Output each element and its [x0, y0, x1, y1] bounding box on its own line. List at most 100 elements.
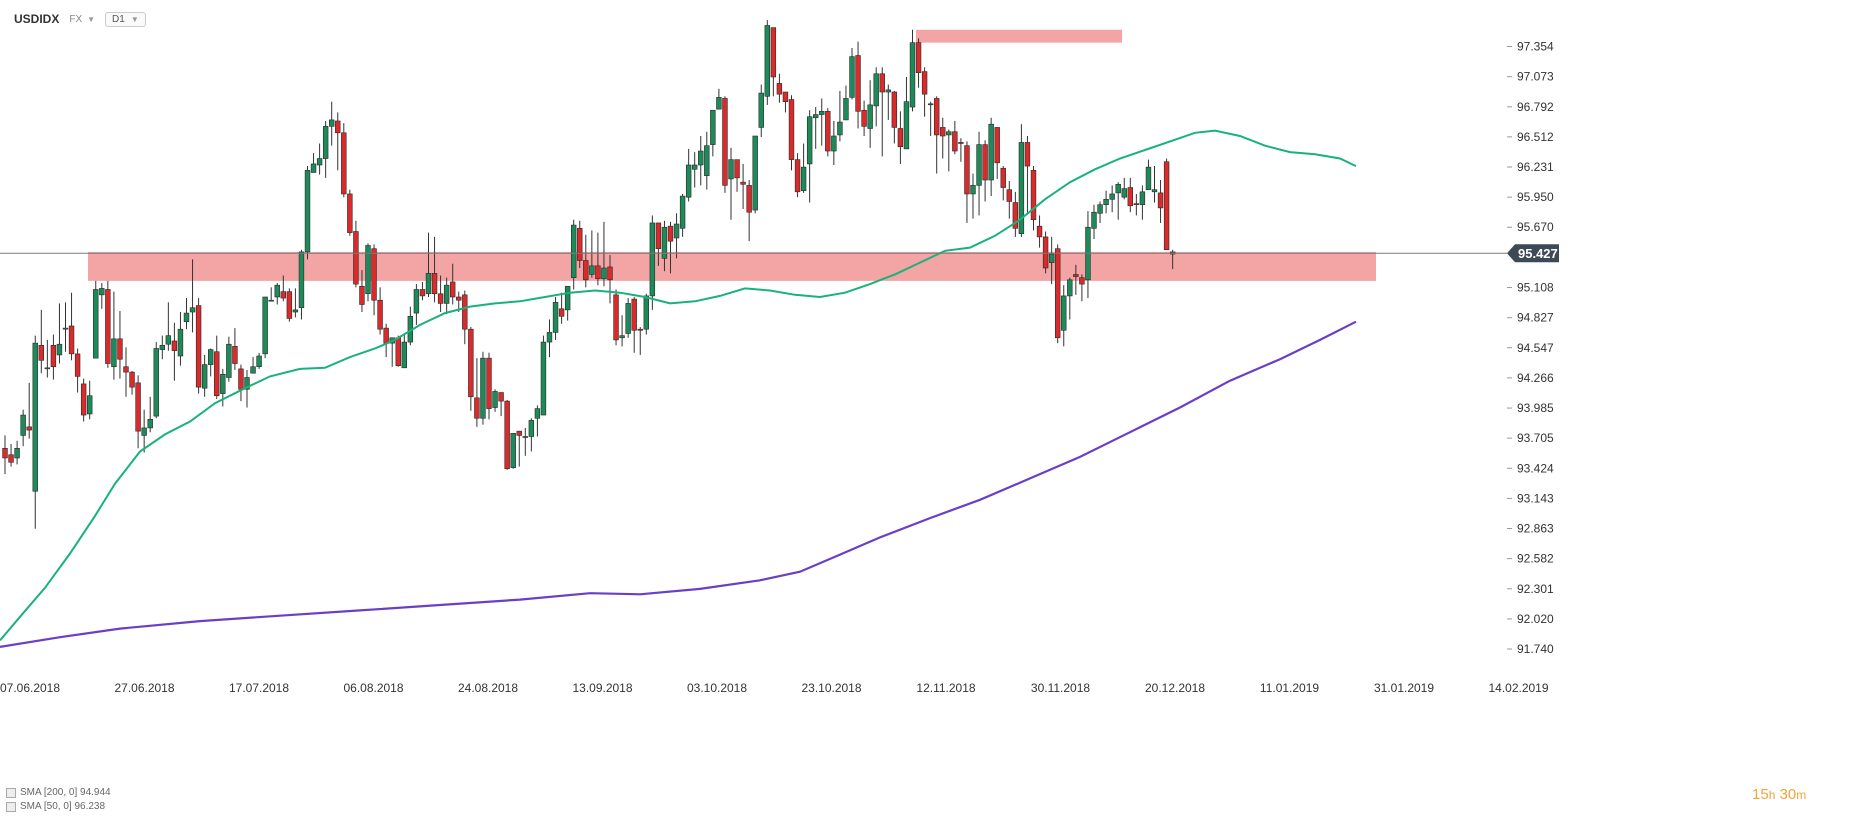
feed-selector[interactable]: FX ▼: [69, 14, 95, 25]
candle: [87, 380, 93, 420]
candle: [468, 327, 474, 411]
settings-icon[interactable]: [6, 788, 16, 798]
candle: [704, 131, 710, 190]
x-tick-label: 14.02.2019: [1488, 681, 1548, 695]
candle: [819, 98, 825, 146]
candle: [716, 88, 722, 110]
candle: [776, 73, 783, 103]
countdown-hours-unit: h: [1768, 788, 1776, 802]
candle: [510, 432, 516, 469]
candle: [607, 255, 613, 304]
candle: [238, 364, 244, 402]
x-tick-label: 11.01.2019: [1260, 681, 1319, 695]
settings-icon[interactable]: [6, 802, 16, 812]
candle: [794, 153, 801, 198]
candle: [123, 347, 129, 397]
candle: [492, 389, 498, 412]
candle: [486, 352, 492, 420]
chevron-down-icon: ▼: [130, 14, 139, 24]
candle: [365, 243, 371, 302]
candle: [395, 335, 401, 367]
candle: [1006, 181, 1013, 219]
candle: [14, 440, 20, 465]
candle: [722, 96, 728, 193]
candle: [153, 342, 159, 419]
candle: [661, 220, 668, 272]
candle: [867, 80, 873, 148]
candle: [843, 85, 849, 121]
legend-item-sma200[interactable]: SMA [200, 0] 94.944: [6, 786, 111, 800]
y-tick-label: 92.582: [1517, 552, 1554, 566]
y-tick-label: 95.670: [1517, 220, 1554, 234]
price-axis[interactable]: 97.354 97.073 96.792 96.512 96.231 95.950 95.6…: [1507, 40, 1554, 657]
candle: [921, 67, 928, 117]
candle: [99, 283, 105, 309]
candle: [970, 173, 976, 219]
candle: [177, 312, 184, 366]
y-tick-label: 97.354: [1517, 40, 1554, 54]
candle: [758, 84, 764, 138]
y-tick-label: 95.108: [1517, 281, 1554, 295]
candle: [1097, 201, 1103, 223]
candle: [2, 435, 8, 475]
candle: [637, 327, 643, 355]
candle: [1115, 182, 1121, 220]
candle: [1067, 277, 1073, 320]
candle: [1061, 285, 1067, 347]
legend-label: SMA [50, 0] 96.238: [20, 801, 106, 812]
candle: [1103, 190, 1109, 214]
candle: [111, 291, 117, 380]
candle: [879, 67, 885, 157]
y-tick-label: 92.020: [1517, 612, 1554, 626]
candle: [371, 244, 377, 316]
candle: [474, 358, 480, 427]
candle: [383, 323, 389, 358]
candle: [68, 292, 75, 361]
y-tick-label: 92.301: [1517, 582, 1554, 596]
candle: [480, 351, 486, 425]
candle: [328, 101, 335, 146]
x-tick-label: 03.10.2018: [687, 681, 747, 695]
symbol-label[interactable]: USDIDX: [14, 12, 60, 26]
candle: [1000, 166, 1006, 201]
current-price-tag: 95.427: [1507, 244, 1559, 263]
candle: [625, 298, 631, 338]
date-axis[interactable]: 07.06.2018 27.06.2018 17.07.2018 06.08.2018…: [0, 681, 1549, 695]
candle: [1145, 159, 1152, 190]
candle: [728, 147, 734, 220]
candle: [1085, 211, 1091, 299]
candle: [570, 219, 577, 290]
candle: [540, 335, 547, 416]
candle: [310, 153, 317, 173]
candle: [1139, 185, 1146, 220]
x-tick-label: 06.08.2018: [343, 681, 403, 695]
candle: [117, 310, 123, 379]
candle: [74, 348, 81, 393]
zone-layer: [88, 29, 1376, 281]
y-tick-label: 94.547: [1517, 341, 1554, 355]
candle: [528, 418, 535, 452]
candle: [1133, 193, 1140, 216]
candle: [292, 288, 299, 318]
y-tick-label: 96.512: [1517, 130, 1554, 144]
candle: [413, 284, 420, 325]
timeframe-selector[interactable]: D1 ▼: [105, 11, 146, 27]
x-tick-label: 07.06.2018: [0, 681, 60, 695]
candle: [861, 100, 867, 137]
y-tick-label: 95.950: [1517, 190, 1554, 204]
candle: [673, 213, 680, 259]
candle: [837, 90, 843, 142]
candle: [964, 141, 970, 223]
candle: [80, 378, 87, 422]
x-tick-label: 30.11.2018: [1031, 681, 1090, 695]
candle: [903, 76, 910, 150]
y-tick-label: 97.073: [1517, 70, 1554, 84]
candle: [256, 352, 262, 369]
candle: [927, 101, 934, 137]
countdown-hours: 15: [1752, 786, 1769, 803]
candle: [129, 371, 135, 395]
countdown-minutes-unit: m: [1796, 788, 1807, 802]
legend-item-sma50[interactable]: SMA [50, 0] 96.238: [6, 800, 111, 814]
candle: [788, 95, 795, 171]
